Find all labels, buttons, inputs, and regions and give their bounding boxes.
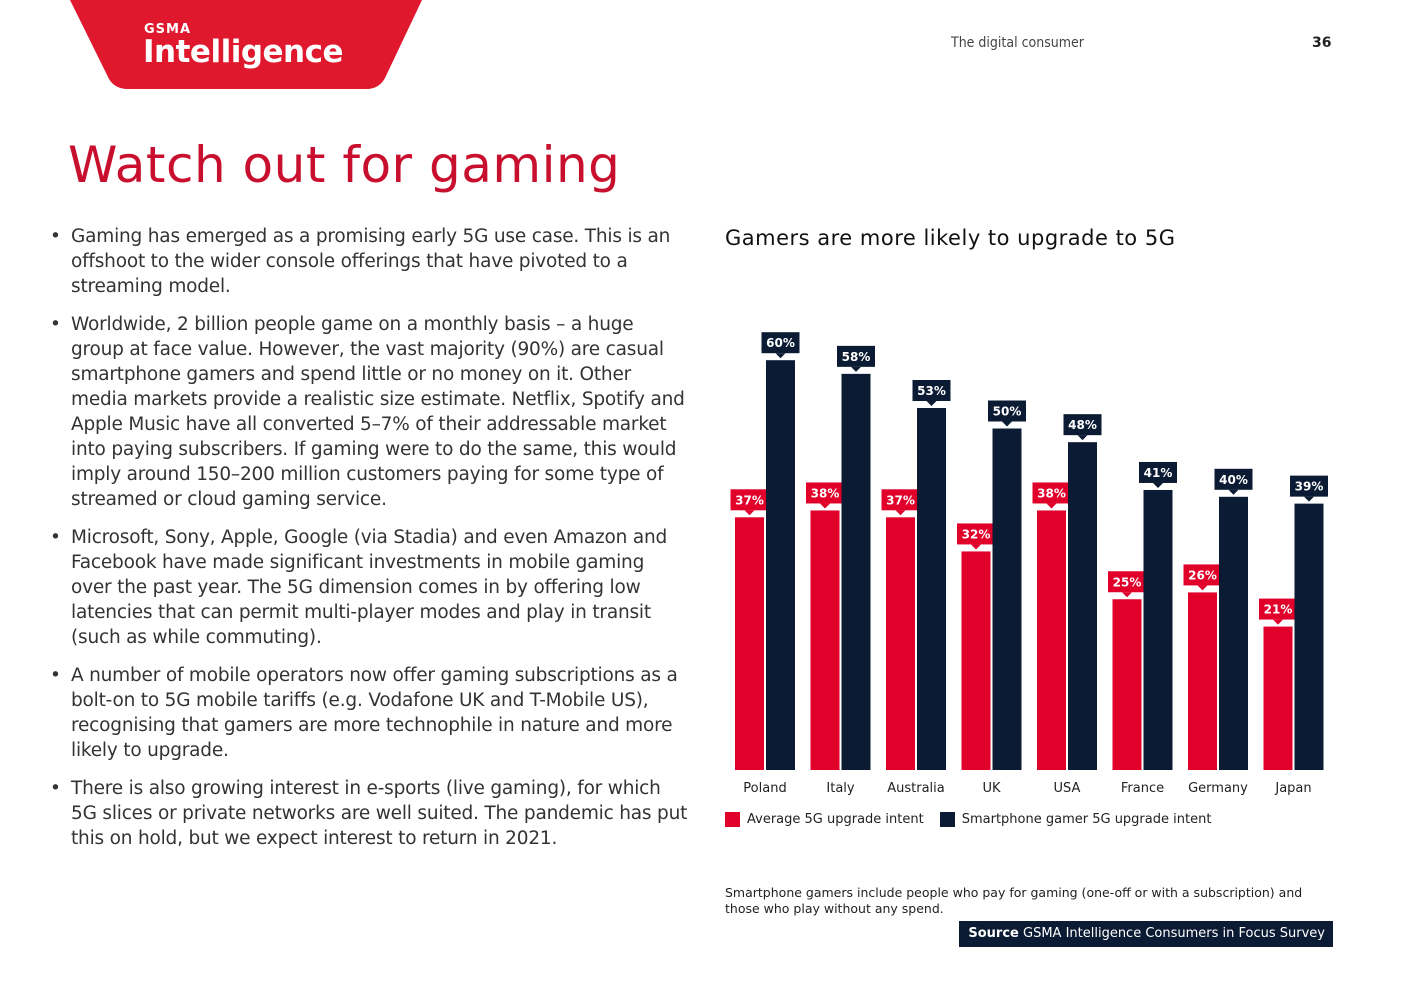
bullet-item: Worldwide, 2 billion people game on a mo…: [50, 312, 690, 512]
legend-item-gamer: Smartphone gamer 5G upgrade intent: [939, 812, 1212, 827]
data-label-box: [1108, 571, 1146, 593]
x-tick-label: Japan: [1274, 781, 1311, 796]
data-label: 58%: [842, 350, 871, 364]
data-label: 39%: [1295, 480, 1324, 494]
x-tick-label: USA: [1054, 781, 1081, 796]
bar-chart: 37% 60% Poland 38% 58% Italy 37% 53% Australia 32…: [730, 332, 1328, 796]
data-label-pointer: [1046, 503, 1057, 509]
data-label-box: [1032, 482, 1071, 504]
data-label-box: [1063, 414, 1102, 436]
data-label-box: [988, 400, 1026, 422]
data-label-pointer: [1273, 619, 1283, 625]
bullet-list: Gaming has emerged as a promising early …: [50, 224, 690, 864]
bar-gamer: [1068, 442, 1097, 770]
data-label-box: [806, 482, 844, 504]
source-text: GSMA Intelligence Consumers in Focus Sur…: [1023, 926, 1325, 941]
data-label-pointer: [1304, 496, 1314, 502]
data-label-box: [1259, 598, 1297, 620]
logo-tab: [70, 0, 422, 89]
data-label: 32%: [962, 527, 991, 541]
data-label-pointer: [971, 544, 981, 550]
data-label: 48%: [1068, 418, 1097, 432]
data-label-box: [957, 523, 995, 545]
data-label-pointer: [820, 503, 830, 509]
bar-gamer: [917, 408, 946, 770]
bar-average: [810, 510, 840, 770]
data-label-box: [761, 332, 800, 354]
legend-swatch-gamer: [939, 812, 955, 827]
x-tick-label: France: [1121, 781, 1164, 796]
data-label-pointer: [744, 510, 755, 516]
bullet-item: There is also growing interest in e-spor…: [50, 776, 690, 851]
data-label-box: [1139, 461, 1177, 483]
legend-swatch-average: [725, 812, 740, 827]
data-label: 38%: [811, 486, 840, 500]
x-tick-label: Germany: [1188, 781, 1248, 796]
bar-gamer: [841, 373, 871, 770]
legend-label-gamer: Smartphone gamer 5G upgrade intent: [961, 812, 1212, 827]
bullet-item: Microsoft, Sony, Apple, Google (via Stad…: [50, 525, 690, 650]
data-label: 26%: [1188, 568, 1217, 582]
section-label: The digital consumer: [951, 35, 1084, 51]
legend-item-average: Average 5G upgrade intent: [725, 812, 924, 827]
bar-average: [1263, 626, 1293, 770]
data-label-pointer: [1077, 435, 1088, 441]
data-label-pointer: [1153, 482, 1163, 488]
bar-average: [1112, 599, 1142, 770]
data-label: 41%: [1144, 466, 1173, 480]
bar-gamer: [1143, 489, 1173, 770]
data-label-box: [912, 380, 951, 402]
bar-average: [886, 517, 915, 770]
bar-average: [735, 517, 764, 770]
chart-footnote: Smartphone gamers include people who pay…: [725, 885, 1303, 916]
data-label: 21%: [1264, 603, 1293, 617]
data-label: 25%: [1113, 575, 1142, 589]
logo-intelligence: Intelligence: [143, 34, 344, 70]
bar-gamer: [1294, 503, 1324, 770]
data-label-box: [881, 489, 920, 511]
page-number: 36: [1312, 35, 1332, 51]
data-label: 40%: [1219, 473, 1248, 487]
data-label-pointer: [775, 353, 786, 359]
data-label-box: [1183, 564, 1222, 586]
x-tick-label: Italy: [826, 781, 855, 796]
bullet-item: Gaming has emerged as a promising early …: [50, 224, 690, 299]
bullet-item: A number of mobile operators now offer g…: [50, 663, 690, 763]
data-label-box: [1214, 468, 1253, 490]
chart-title: Gamers are more likely to upgrade to 5G: [725, 226, 1176, 250]
data-label: 60%: [766, 336, 795, 350]
source-box: Source GSMA Intelligence Consumers in Fo…: [959, 921, 1333, 947]
bar-gamer: [992, 428, 1022, 770]
data-label: 37%: [735, 493, 764, 507]
data-label: 38%: [1037, 486, 1066, 500]
bar-gamer: [766, 360, 795, 770]
data-label-pointer: [1228, 489, 1239, 495]
x-tick-label: Australia: [887, 781, 945, 796]
bar-gamer: [1219, 496, 1248, 770]
bar-average: [1037, 510, 1066, 770]
chart-legend: Average 5G upgrade intent Smartphone gam…: [725, 812, 1227, 827]
x-tick-label: Poland: [743, 781, 786, 796]
data-label: 50%: [993, 405, 1022, 419]
source-label: Source: [968, 926, 1019, 941]
data-label-pointer: [895, 510, 906, 516]
x-tick-label: UK: [982, 781, 1001, 796]
data-label-pointer: [926, 401, 937, 407]
legend-label-average: Average 5G upgrade intent: [747, 812, 924, 827]
data-label: 37%: [886, 493, 915, 507]
data-label-box: [730, 489, 769, 511]
bar-average: [1188, 592, 1217, 770]
bar-average: [961, 551, 991, 770]
logo-gsma: GSMA: [144, 22, 192, 37]
data-label-box: [1290, 475, 1328, 497]
page-title: Watch out for gaming: [68, 136, 621, 194]
data-label-pointer: [1002, 421, 1012, 427]
data-label-pointer: [851, 366, 861, 372]
data-label-pointer: [1197, 585, 1208, 591]
data-label-pointer: [1122, 592, 1132, 598]
data-label-box: [837, 345, 875, 367]
data-label: 53%: [917, 384, 946, 398]
